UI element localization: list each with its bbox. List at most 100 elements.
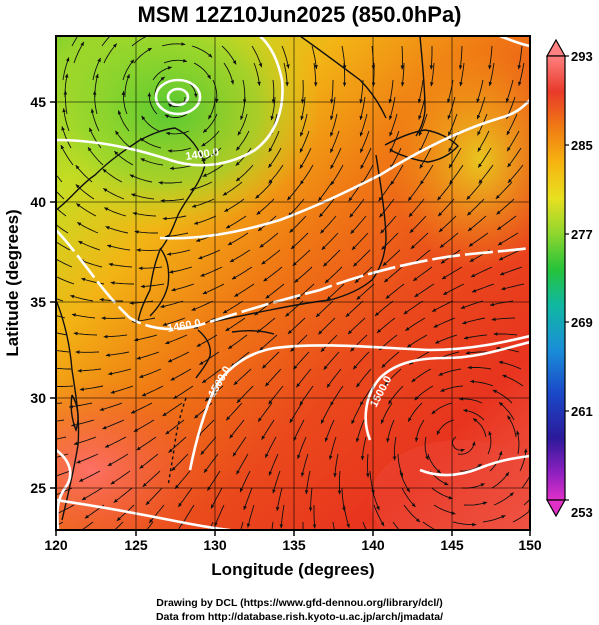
streamline: [116, 504, 135, 522]
streamline: [265, 283, 285, 299]
streamline-arrowhead: [285, 82, 289, 87]
streamline-arrowhead: [114, 29, 118, 33]
streamline: [167, 351, 190, 363]
streamline: [362, 521, 367, 530]
streamline-arrowhead: [459, 82, 463, 87]
streamline-arrowhead: [313, 82, 318, 87]
streamline: [374, 300, 394, 317]
streamline: [380, 402, 393, 424]
streamline: [280, 504, 285, 529]
streamline-arrowhead: [324, 437, 329, 442]
streamline-arrowhead: [296, 383, 301, 388]
streamline: [302, 522, 304, 530]
streamline: [419, 164, 434, 185]
streamline-arrowhead: [44, 329, 48, 333]
streamline-arrowhead: [326, 383, 331, 388]
streamline: [141, 385, 164, 397]
streamline-arrowhead: [236, 146, 240, 151]
streamline: [247, 504, 255, 528]
streamline-arrowhead: [360, 148, 364, 153]
streamline-arrowhead: [102, 168, 107, 173]
contour-1400: [56, 36, 284, 167]
streamline-arrowhead: [299, 164, 304, 169]
streamline: [403, 300, 424, 315]
streamline: [71, 313, 96, 319]
streamline: [110, 470, 131, 485]
streamline-arrowhead: [234, 293, 239, 297]
streamline: [294, 266, 313, 283]
streamline: [272, 470, 281, 494]
streamline-arrowhead: [228, 345, 233, 349]
coast-shikoku: [231, 329, 275, 335]
streamline-arrowhead: [345, 313, 350, 317]
streamline-arrowhead: [97, 58, 101, 63]
map-title: MSM 12Z10Jun2025 (850.0hPa): [137, 2, 462, 27]
streamline: [117, 110, 130, 132]
streamline-arrowhead: [476, 98, 480, 103]
streamline: [106, 244, 131, 251]
streamline-arrowhead: [268, 179, 273, 184]
streamline-arrowhead: [507, 147, 511, 152]
streamline-arrowhead: [147, 48, 152, 52]
coast-hokkaido: [384, 129, 459, 163]
streamline: [491, 317, 516, 321]
streamline-arrowhead: [290, 347, 295, 352]
streamline: [108, 263, 133, 268]
streamline: [414, 385, 434, 401]
contour-1460-north: [159, 99, 530, 240]
streamline-arrowhead: [42, 530, 46, 533]
streamline-arrowhead: [470, 379, 474, 384]
streamline: [442, 283, 465, 296]
streamline: [70, 295, 94, 302]
contour-label-1400: 1400.0: [185, 146, 220, 163]
streamline: [359, 385, 374, 406]
streamline-arrowhead: [382, 262, 387, 266]
streamline-arrowhead: [376, 506, 380, 511]
streamline-arrowhead: [136, 248, 141, 252]
streamline-arrowhead: [171, 466, 176, 471]
streamline-arrowhead: [296, 295, 301, 300]
streamline-arrowhead: [410, 245, 415, 249]
streamline-arrowhead: [318, 330, 323, 335]
streamline: [227, 232, 249, 246]
streamline: [177, 487, 193, 508]
streamline: [381, 351, 400, 369]
streamline-arrowhead: [167, 252, 172, 256]
streamline-arrowhead: [115, 130, 119, 135]
streamline-arrowhead: [78, 241, 83, 245]
streamline-arrowhead: [77, 368, 82, 373]
streamline-arrowhead: [258, 417, 262, 422]
streamline: [56, 436, 67, 440]
streamline-arrowhead: [99, 298, 104, 302]
streamline-arrowhead: [76, 460, 81, 464]
streamline: [468, 232, 489, 247]
streamline-arrowhead: [270, 115, 274, 121]
streamline-arrowhead: [336, 541, 340, 545]
contour-bottom: [56, 498, 231, 530]
streamline-arrowhead: [136, 446, 141, 451]
streamline-arrowhead: [496, 210, 501, 215]
streamline-arrowhead: [208, 114, 212, 120]
streamline-arrowhead: [300, 99, 305, 104]
streamline: [154, 76, 165, 97]
x-tick-label: 145: [440, 537, 464, 553]
streamline: [131, 193, 155, 200]
streamline: [495, 181, 513, 200]
streamline-arrowhead: [330, 99, 334, 104]
streamline: [411, 368, 432, 383]
streamline-arrowhead: [169, 166, 174, 171]
streamline: [124, 74, 130, 97]
streamline: [223, 62, 234, 85]
streamline-arrowhead: [141, 115, 146, 120]
streamline-arrowhead: [257, 81, 261, 86]
streamline-arrowhead: [102, 425, 107, 430]
streamline-arrowhead: [403, 310, 408, 315]
streamline: [133, 419, 155, 433]
streamline-arrowhead: [105, 226, 110, 230]
streamline-arrowhead: [75, 184, 80, 189]
streamline: [472, 418, 487, 438]
streamline: [201, 368, 222, 384]
streamline-arrowhead: [50, 385, 54, 389]
streamline-arrowhead: [286, 64, 290, 69]
streamline: [129, 300, 154, 304]
